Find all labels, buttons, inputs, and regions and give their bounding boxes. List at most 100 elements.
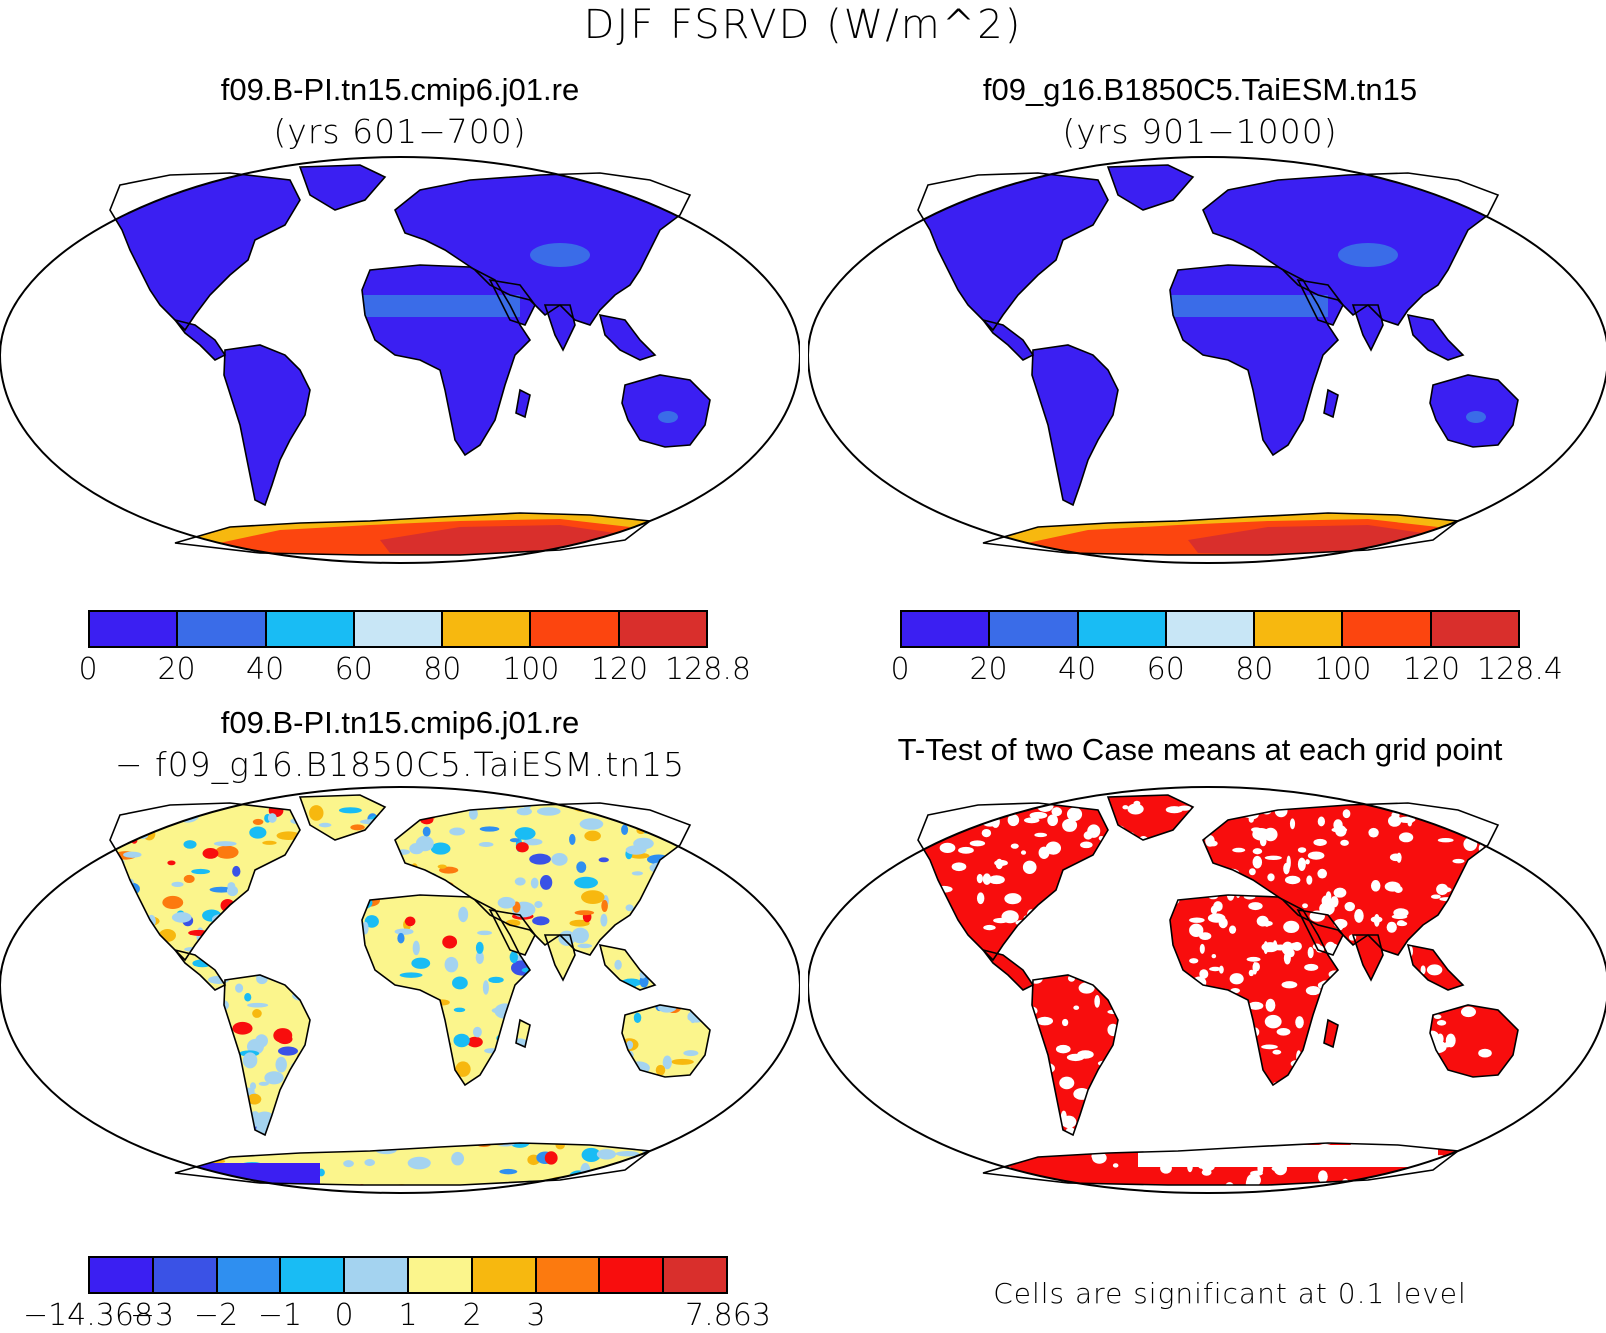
coastline-africa: [361, 894, 532, 1087]
coastline-outlines: [917, 794, 1519, 1186]
colorbar-case1: [88, 610, 708, 648]
colorbar-swatch: [1255, 612, 1344, 646]
colorbar-tick-label: 1: [398, 1298, 418, 1333]
coastline-australia: [621, 1004, 711, 1078]
colorbar-case2: [900, 610, 1520, 648]
colorbar-tick-label: 3: [526, 1298, 546, 1333]
colorbar-tick-label: 20: [969, 652, 1008, 687]
coastline-seAsia: [598, 313, 657, 361]
map-diff: [0, 785, 800, 1195]
map-boundary: [808, 155, 1606, 565]
panel-subtitle-case2: (yrs 901−1000): [1062, 112, 1338, 151]
coastline-arabia: [1296, 278, 1344, 326]
colorbar-swatch: [472, 1258, 537, 1292]
colorbar-tick-label: −1: [257, 1298, 303, 1333]
coastline-northAmerica: [109, 172, 301, 332]
coastline-southAmerica: [223, 344, 311, 507]
significance-note: Cells are significant at 0.1 level: [993, 1277, 1467, 1310]
colorbar-swatch: [178, 612, 267, 646]
panel-title-case2: f09_g16.B1850C5.TaiESM.tn15: [982, 72, 1418, 107]
coastline-northAmerica: [109, 802, 301, 962]
panel-title-case1: f09.B-PI.tn15.cmip6.j01.re: [220, 72, 580, 107]
colorbar-swatch: [1166, 612, 1256, 646]
coastline-outlines: [109, 164, 711, 556]
colorbar-swatch: [90, 612, 179, 646]
coastline-seAsia: [1406, 943, 1465, 991]
coastline-eurasia: [1202, 172, 1500, 326]
colorbar-swatch: [354, 612, 444, 646]
colorbar-swatch: [266, 612, 355, 646]
colorbar-swatch: [600, 1258, 665, 1292]
coastline-arabia: [488, 908, 536, 956]
colorbar-tick-label: 60: [334, 652, 373, 687]
coastline-northAmerica: [917, 802, 1109, 962]
colorbar-tick-label: 0: [78, 652, 98, 687]
colorbar-swatch: [281, 1258, 346, 1292]
coastline-arabia: [488, 278, 536, 326]
coastline-outlines: [917, 164, 1519, 556]
coastline-outlines: [109, 794, 711, 1186]
colorbar-swatch: [90, 1258, 154, 1292]
figure-title: DJF FSRVD (W/m^2): [583, 2, 1023, 48]
colorbar-tick-label: 100: [502, 652, 560, 687]
colorbar-swatch: [619, 612, 706, 646]
coastline-greenland: [298, 794, 387, 841]
coastline-india: [1351, 934, 1384, 982]
coastline-centralAmerica: [172, 318, 227, 361]
coastline-southAmerica: [1031, 344, 1119, 507]
colorbar-tick-label: 100: [1314, 652, 1372, 687]
panel-subtitle-diff: − f09_g16.B1850C5.TaiESM.tn15: [114, 745, 686, 784]
coastline-africa: [361, 264, 532, 457]
colorbar-labels-case2: 0 20 40 60 80 100 120 128.4: [890, 652, 1562, 692]
coastline-africa: [1169, 264, 1340, 457]
colorbar-tick-label: 2: [462, 1298, 482, 1333]
colorbar-swatch: [990, 612, 1079, 646]
coastline-australia: [1429, 1004, 1519, 1078]
colorbar-tick-label: 7.863: [685, 1298, 771, 1333]
colorbar-swatch: [531, 612, 620, 646]
colorbar-tick-label: 120: [1402, 652, 1461, 687]
colorbar-labels-case1: 0 20 40 60 80 100 120 128.8: [78, 652, 750, 692]
panel-title-ttest: T-Test of two Case means at each grid po…: [897, 732, 1503, 767]
coastline-northAmerica: [917, 172, 1109, 332]
colorbar-tick-label: 0: [890, 652, 910, 687]
coastline-seAsia: [598, 943, 657, 991]
colorbar-tick-label: 128.4: [1477, 652, 1563, 687]
coastline-southAmerica: [223, 974, 311, 1137]
colorbar-tick-label: 128.8: [665, 652, 751, 687]
colorbar-tick-label: 0: [334, 1298, 354, 1333]
coastline-eurasia: [1202, 802, 1500, 956]
colorbar-swatch: [664, 1258, 726, 1292]
colorbar-tick-label: −2: [193, 1298, 239, 1333]
panel-subtitle-case1: (yrs 601−700): [273, 112, 527, 151]
colorbar-swatch: [1431, 612, 1518, 646]
colorbar-tick-label: −3: [129, 1298, 175, 1333]
colorbar-swatch: [1343, 612, 1432, 646]
coastline-centralAmerica: [980, 948, 1035, 991]
coastline-antarctica: [982, 1142, 1461, 1186]
coastline-centralAmerica: [980, 318, 1035, 361]
map-case2: [808, 155, 1606, 565]
coastline-antarctica: [982, 512, 1461, 556]
coastline-australia: [1429, 374, 1519, 448]
coastline-africa: [1169, 894, 1340, 1087]
map-case1: [0, 155, 800, 565]
coastline-australia: [621, 374, 711, 448]
coastline-antarctica: [174, 1142, 653, 1186]
coastline-greenland: [298, 164, 387, 211]
colorbar-tick-label: 40: [246, 652, 285, 687]
coastline-madagascar: [1323, 1018, 1339, 1049]
colorbar-tick-label: 60: [1146, 652, 1185, 687]
map-boundary: [808, 785, 1606, 1195]
coastline-madagascar: [1323, 388, 1339, 419]
colorbar-diff: [88, 1256, 728, 1294]
coastline-eurasia: [394, 802, 692, 956]
coastline-greenland: [1106, 794, 1195, 841]
coastline-centralAmerica: [172, 948, 227, 991]
coastline-seAsia: [1406, 313, 1465, 361]
panel-title-diff: f09.B-PI.tn15.cmip6.j01.re: [220, 705, 580, 740]
colorbar-swatch: [408, 1258, 473, 1292]
map-ttest: [808, 785, 1606, 1195]
coastline-antarctica: [174, 512, 653, 556]
colorbar-swatch: [217, 1258, 282, 1292]
